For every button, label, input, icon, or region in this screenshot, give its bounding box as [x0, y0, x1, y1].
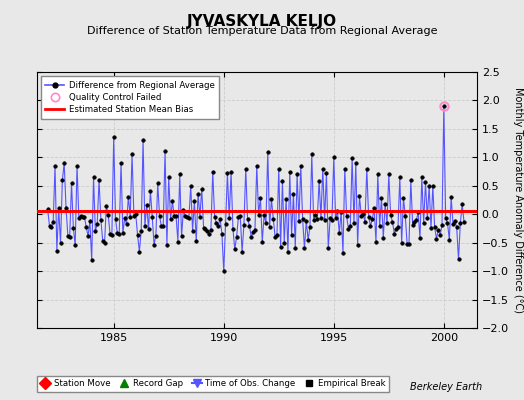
- Text: Berkeley Earth: Berkeley Earth: [410, 382, 482, 392]
- Legend: Station Move, Record Gap, Time of Obs. Change, Empirical Break: Station Move, Record Gap, Time of Obs. C…: [37, 376, 389, 392]
- Text: Difference of Station Temperature Data from Regional Average: Difference of Station Temperature Data f…: [87, 26, 437, 36]
- Text: JYVASKYLA KELJO: JYVASKYLA KELJO: [187, 14, 337, 29]
- Y-axis label: Monthly Temperature Anomaly Difference (°C): Monthly Temperature Anomaly Difference (…: [512, 87, 523, 313]
